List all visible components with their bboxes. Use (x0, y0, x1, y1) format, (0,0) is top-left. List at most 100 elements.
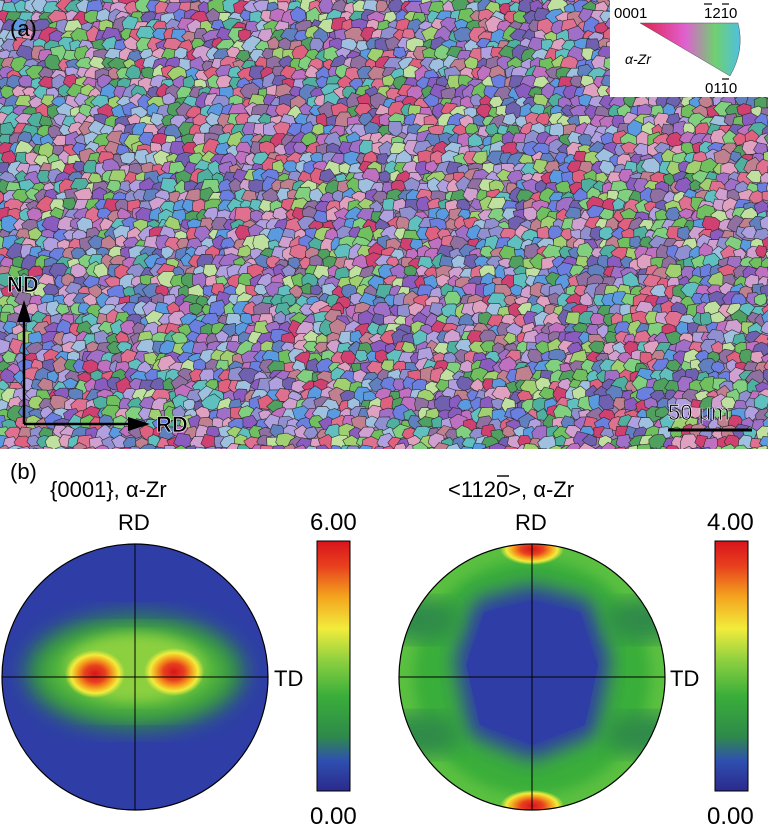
pf2-title: <1120>, α-Zr (448, 477, 574, 502)
grain (42, 283, 60, 297)
svg-text:0110: 0110 (705, 80, 737, 97)
grain (375, 0, 389, 13)
grain (45, 300, 62, 317)
grain (119, 151, 136, 165)
grain (44, 53, 61, 71)
legend-tr-1bar: 1 (704, 5, 712, 22)
grain (189, 302, 203, 316)
grain (598, 226, 614, 241)
grain (710, 361, 725, 374)
grain (760, 320, 768, 334)
grain (381, 74, 396, 87)
legend-corner-01-10: 0110 (705, 78, 737, 97)
grain (313, 341, 328, 354)
svg-text:1210: 1210 (704, 5, 737, 22)
grain (183, 398, 196, 411)
colorbar-1: 6.00 0.00 (310, 509, 357, 830)
grain (761, 310, 768, 325)
grain (612, 197, 626, 211)
grain (698, 95, 713, 109)
grain (622, 271, 640, 288)
axis-rd-label: RD (156, 412, 188, 437)
grain (689, 179, 702, 192)
grain (589, 0, 600, 3)
grain (415, 196, 433, 212)
grain (0, 191, 6, 204)
grain (761, 190, 768, 202)
scale-bar-label: 50 μm (668, 400, 730, 425)
grain (214, 329, 230, 343)
grain (0, 133, 12, 146)
colorbar-2-max: 4.00 (707, 509, 754, 536)
grain (310, 284, 324, 296)
grain (532, 93, 549, 107)
grain (567, 130, 582, 147)
pf1-td-label: TD (274, 666, 303, 691)
grain (309, 37, 324, 53)
axis-nd-label: ND (7, 272, 39, 297)
grain (532, 159, 548, 175)
grain (287, 257, 303, 270)
grain (27, 227, 43, 241)
pf1-title: {0001}, α-Zr (50, 477, 167, 502)
grain (763, 133, 768, 145)
grain (349, 329, 363, 345)
grain (523, 206, 540, 222)
pf2-td-label: TD (670, 666, 699, 691)
grain (471, 150, 488, 166)
legend-tr-2: 2 (712, 5, 720, 22)
pf2-title-pre: <11 (448, 477, 484, 502)
legend-corner-0001: 0001 (614, 5, 647, 22)
legend-phase: α-Zr (625, 51, 652, 67)
grain (52, 134, 68, 148)
panel-b-label: (b) (10, 459, 37, 484)
grain (759, 284, 768, 297)
grain (190, 0, 200, 3)
grain (569, 75, 585, 88)
grain (759, 215, 768, 232)
grain (237, 244, 254, 258)
grain (272, 159, 286, 174)
colorbar-1-min: 0.00 (310, 803, 357, 830)
grain (371, 313, 387, 326)
grain (55, 319, 73, 335)
grain (443, 290, 461, 307)
grain (292, 141, 307, 154)
grain (753, 293, 768, 307)
grain (554, 151, 568, 165)
grain (378, 170, 392, 183)
pf2-title-post: 0>, α-Zr (496, 477, 574, 502)
colorbar-2-min: 0.00 (707, 803, 754, 830)
grain (488, 179, 505, 194)
grain (26, 207, 44, 222)
pf2-rd-label: RD (515, 510, 547, 535)
legend-br-0: 0 (729, 80, 737, 97)
grain (55, 303, 70, 316)
legend-br-1bar: 1 (721, 80, 729, 97)
pf2-title-bar: 2 (484, 477, 496, 502)
legend-tr-0: 0 (729, 5, 737, 22)
grain (555, 180, 571, 194)
grain (403, 265, 419, 277)
legend-tr-1bar-b: 1 (721, 5, 729, 22)
legend-corner-1-210: 1210 (704, 3, 737, 22)
grain (319, 168, 336, 183)
grain (755, 245, 768, 259)
grain (340, 37, 358, 52)
grain (665, 112, 681, 126)
grain (589, 313, 606, 326)
colorbar-1-max: 6.00 (310, 509, 357, 536)
grain (173, 46, 188, 61)
grain (250, 209, 264, 223)
grain (764, 250, 768, 260)
grain (67, 121, 85, 136)
grain (17, 75, 34, 88)
ipf-color-key: 0001 1210 α-Zr 0110 (610, 0, 768, 97)
panel-a-label: (a) (10, 16, 37, 41)
legend-br-01: 01 (705, 80, 721, 97)
pf1-rd-label: RD (118, 510, 150, 535)
grain (0, 121, 15, 138)
grain (122, 36, 139, 50)
grain (392, 47, 407, 59)
